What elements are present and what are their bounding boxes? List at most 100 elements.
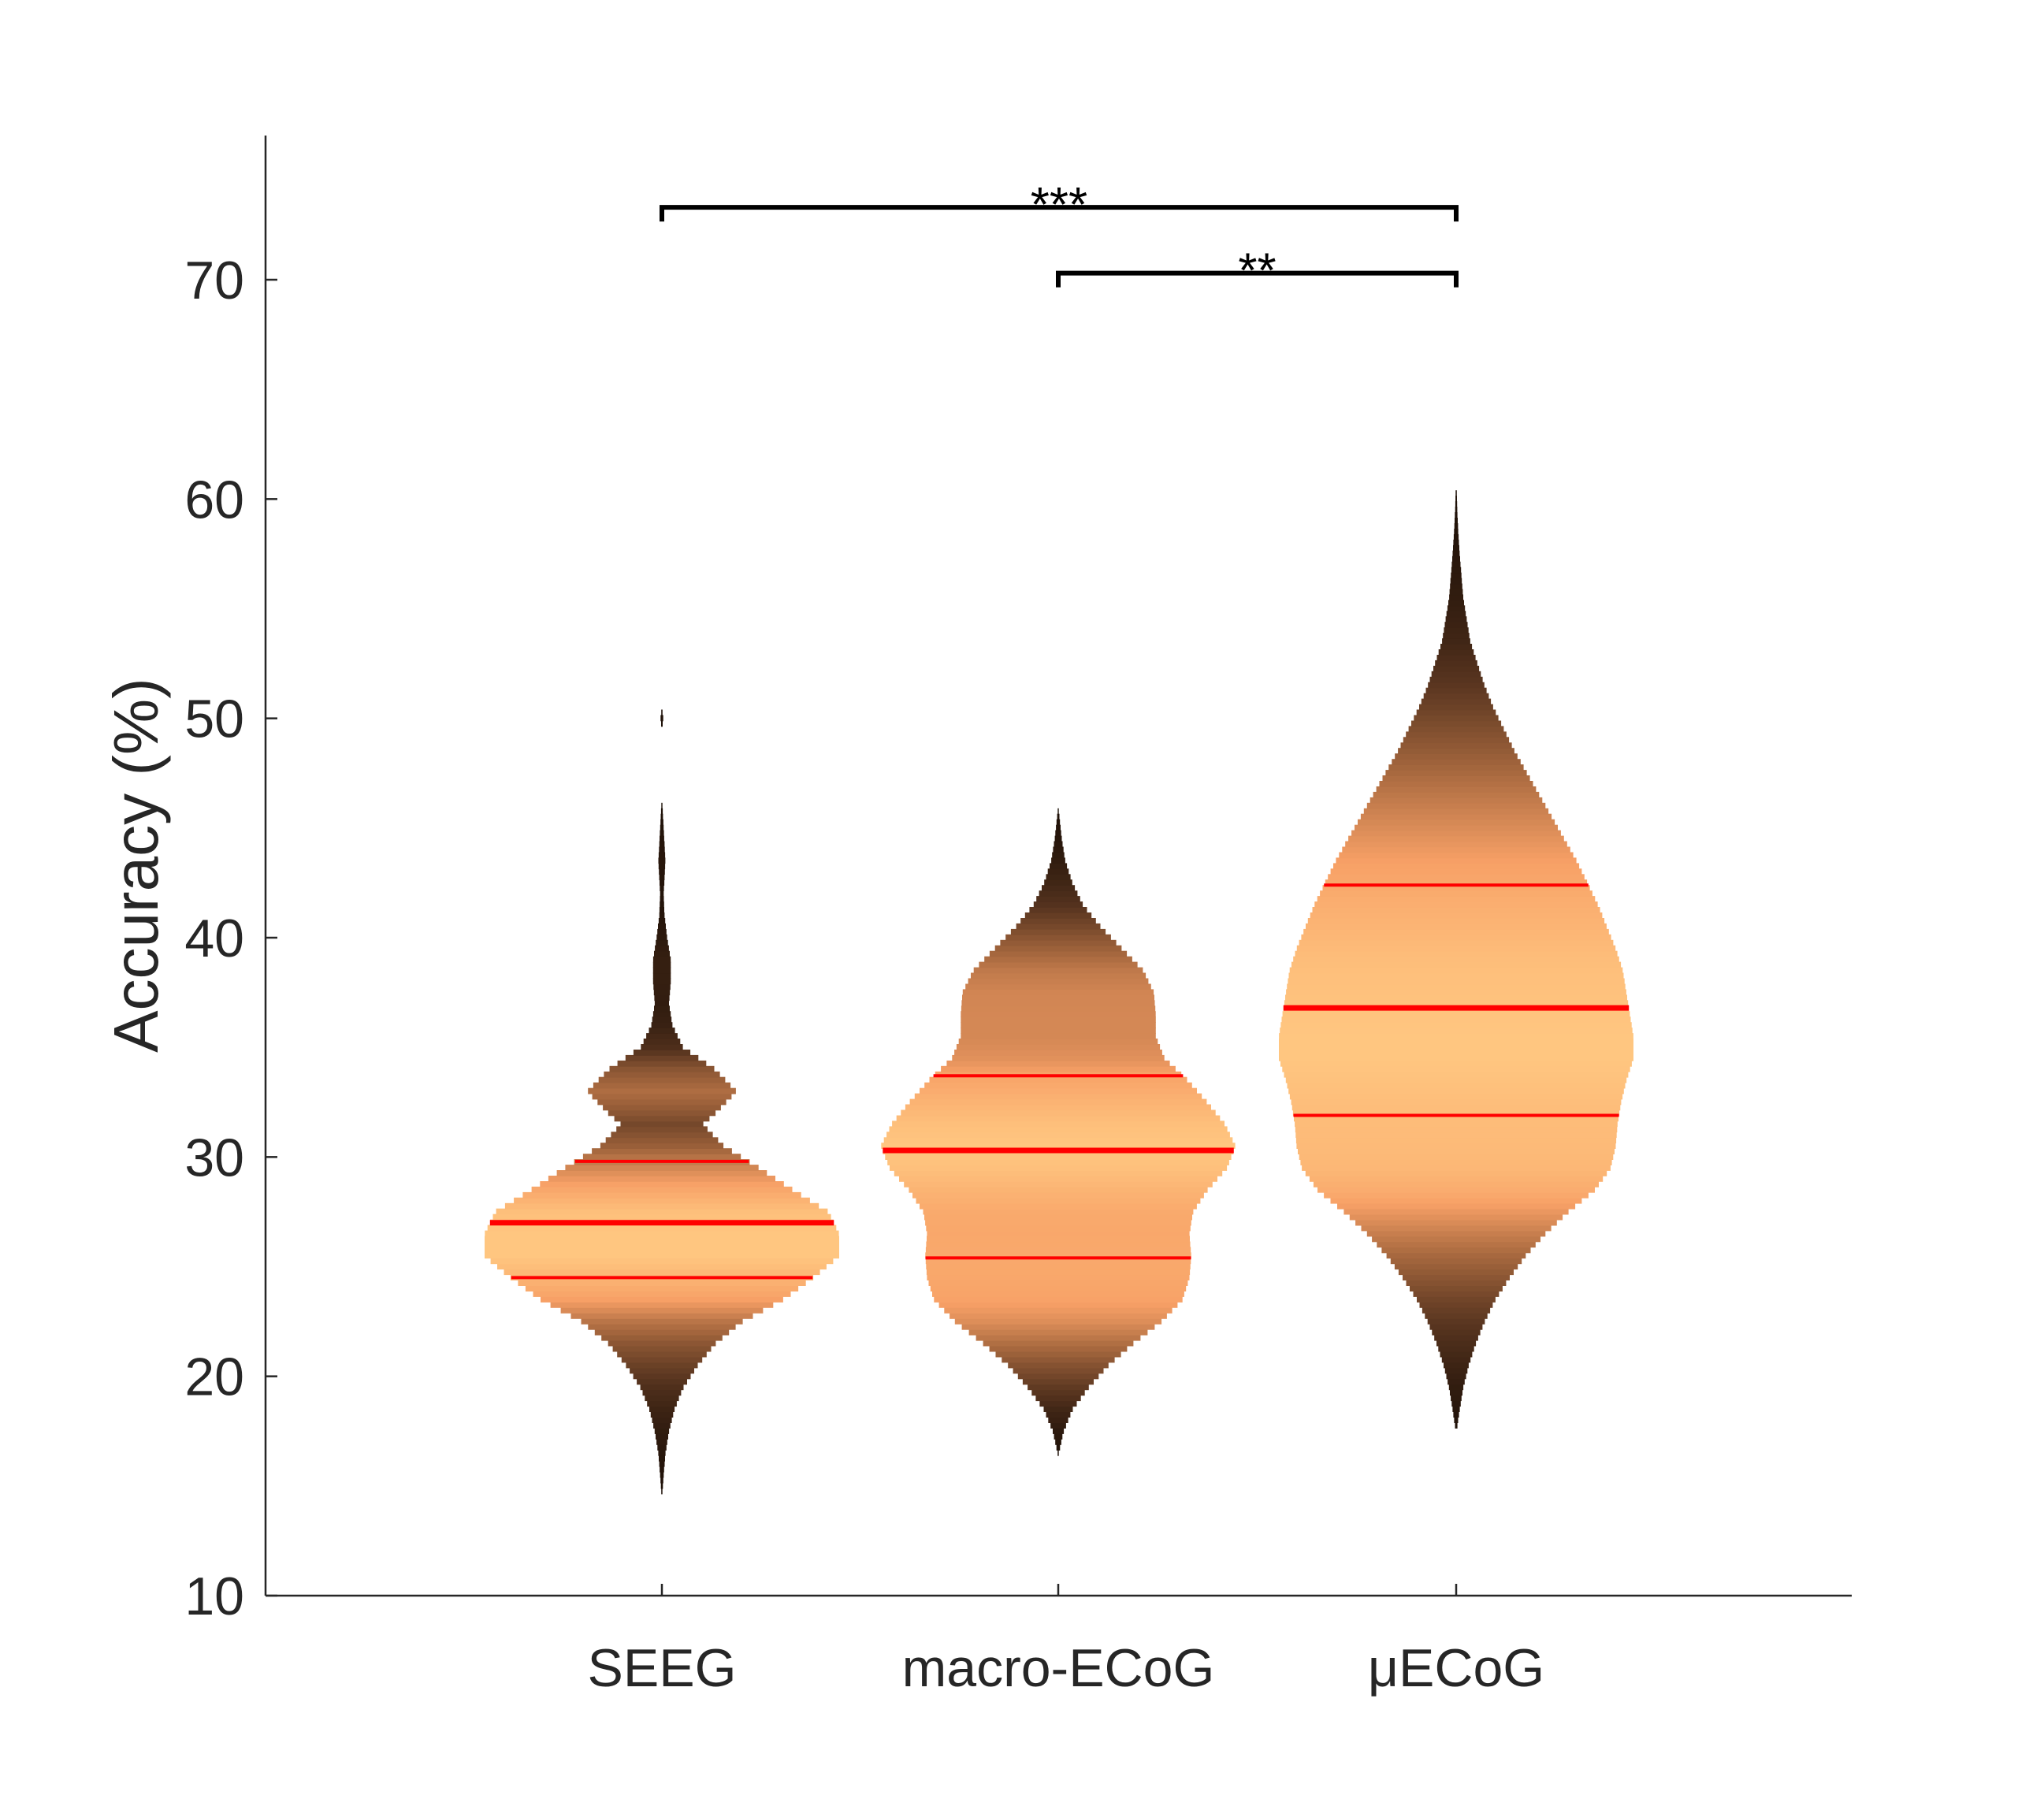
violin-band <box>1336 857 1577 864</box>
violin-band <box>1425 1313 1488 1319</box>
violin-band <box>1039 890 1078 897</box>
violin-band <box>661 1488 663 1495</box>
violin-band <box>894 1170 1223 1176</box>
violin-band <box>1328 874 1585 881</box>
violin-band <box>1017 1373 1099 1380</box>
violin-band <box>621 1356 703 1363</box>
violin-band <box>1448 1384 1464 1391</box>
violin-band <box>883 1137 1233 1144</box>
violin-band <box>1438 1345 1474 1352</box>
violin-band <box>592 1093 732 1100</box>
violin-band <box>1408 726 1504 733</box>
violin-band <box>1046 1411 1071 1418</box>
violin-band <box>1302 1165 1611 1171</box>
violin-band <box>1028 1384 1089 1391</box>
violin-band <box>1056 1444 1061 1451</box>
violin-band <box>886 1132 1230 1139</box>
violin-band <box>1042 885 1076 891</box>
violin-band <box>1440 1351 1473 1358</box>
violin-band <box>653 989 671 996</box>
violin-band <box>1455 507 1458 513</box>
violin-band <box>1289 1093 1623 1100</box>
violin-band <box>485 1252 839 1259</box>
violin-band <box>496 1208 828 1215</box>
violin-band <box>1303 928 1609 935</box>
violin-band <box>637 1378 687 1385</box>
violin-band <box>924 1213 1192 1221</box>
violin-band <box>661 720 663 727</box>
violin-band <box>1333 863 1580 870</box>
violin-band <box>1300 1159 1612 1165</box>
violin-band <box>1285 994 1627 1002</box>
violin-band <box>633 1050 691 1056</box>
violin-band <box>1301 934 1611 941</box>
violin-band <box>1428 682 1485 689</box>
violin-band <box>487 1225 837 1232</box>
violin-band <box>961 1033 1156 1039</box>
violin-band <box>600 1143 724 1149</box>
violin-band <box>1436 1340 1477 1347</box>
violin-band <box>649 1028 675 1034</box>
violin-macroecog <box>881 808 1236 1456</box>
violin-band <box>1295 1137 1617 1144</box>
violin-band <box>1443 633 1470 639</box>
violin-band <box>890 1165 1228 1171</box>
violin-band <box>659 1460 665 1467</box>
violin-band <box>1016 923 1101 930</box>
violin-band <box>1451 567 1462 574</box>
violin-band <box>560 1307 764 1314</box>
violin-band <box>605 1137 719 1144</box>
violin-band <box>925 1247 1191 1254</box>
violin-band <box>934 1296 1183 1303</box>
violin-band <box>647 1400 677 1407</box>
violin-band <box>1451 1395 1462 1402</box>
violin-band <box>1421 698 1492 705</box>
violin-band <box>892 1120 1225 1128</box>
violin-band <box>1446 611 1466 618</box>
violin-band <box>514 1197 810 1204</box>
violin-band <box>1053 1428 1065 1434</box>
violin-band <box>1381 1247 1531 1254</box>
violin-band <box>941 1065 1176 1072</box>
y-tick-label: 40 <box>184 909 244 968</box>
violin-band <box>1444 1367 1468 1374</box>
violin-band <box>968 1329 1148 1336</box>
violin-band <box>1046 874 1071 881</box>
violin-band <box>1433 665 1480 672</box>
violin-band <box>925 1252 1191 1259</box>
violin-band <box>904 1181 1213 1187</box>
violin-band <box>1434 1334 1478 1341</box>
violins-layer <box>485 490 1633 1495</box>
violin-band <box>1296 1143 1616 1149</box>
violin-band <box>1358 819 1555 826</box>
x-ticks-layer: SEEG macro-ECoG μECoG <box>588 1584 1544 1698</box>
y-tick-label: 30 <box>184 1128 244 1187</box>
violin-band <box>1284 1071 1629 1078</box>
violin-band <box>929 1076 1187 1083</box>
violin-band <box>1419 1302 1493 1308</box>
violin-band <box>660 813 663 820</box>
violin-band <box>965 983 1151 990</box>
violin-band <box>962 989 1154 996</box>
violin-band <box>923 1208 1194 1215</box>
violin-band <box>926 1269 1191 1276</box>
violin-band <box>1052 852 1065 859</box>
violin-seeg <box>485 709 839 1495</box>
violin-band <box>660 1482 663 1489</box>
violin-band <box>1455 1422 1458 1429</box>
violin-band <box>485 1247 839 1254</box>
violin-band <box>582 1154 741 1160</box>
violin-band <box>958 1039 1158 1045</box>
violin-band <box>1035 1395 1081 1402</box>
violin-band <box>1441 1356 1471 1363</box>
violin-band <box>541 1296 783 1303</box>
violin-band <box>928 1280 1188 1286</box>
violin-band <box>924 1082 1192 1089</box>
violin-band <box>1286 989 1626 996</box>
violin-band <box>660 1466 664 1473</box>
violin-band <box>617 1351 707 1358</box>
violin-band <box>1355 1219 1557 1226</box>
violin-band <box>1051 857 1065 864</box>
violin-band <box>1363 808 1549 815</box>
